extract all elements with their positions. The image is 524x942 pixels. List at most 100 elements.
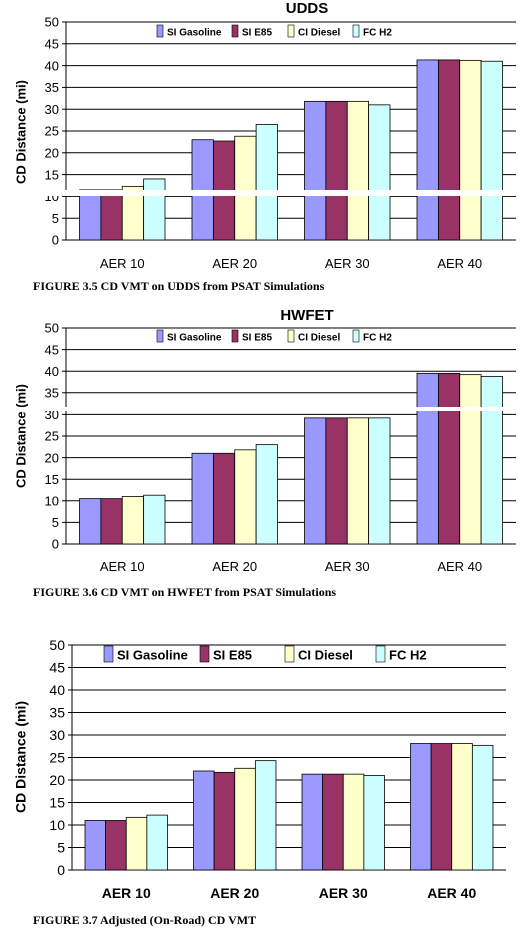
bar-fc-h2-4 xyxy=(471,744,494,871)
y-axis-label: CD Distance (mi) xyxy=(13,384,28,488)
y-tick-label: 0 xyxy=(52,537,59,552)
bar-si-gasoline-2 xyxy=(191,139,214,241)
y-tick-label: 30 xyxy=(45,102,59,117)
bar-fc-h2-4 xyxy=(480,60,503,241)
legend-swatch xyxy=(352,329,360,343)
bar-si-e85-1 xyxy=(105,820,127,871)
bar-si-gasoline-4 xyxy=(410,743,432,871)
y-tick-label: 35 xyxy=(45,385,59,400)
y-tick-label: 35 xyxy=(49,705,65,721)
bar-si-e85-4 xyxy=(437,372,461,545)
legend-label: SI E85 xyxy=(242,333,272,344)
legend-swatch xyxy=(375,645,386,663)
bar-si-e85-4 xyxy=(430,743,453,871)
y-tick-label: 15 xyxy=(49,795,65,811)
y-tick-label: 50 xyxy=(45,321,59,336)
bar-si-e85-4 xyxy=(437,59,461,241)
legend-label: SI E85 xyxy=(242,28,272,39)
x-category-label: AER 10 xyxy=(102,885,151,901)
y-tick-label: 10 xyxy=(49,817,65,833)
bar-si-gasoline-4 xyxy=(416,59,439,241)
y-tick-label: 15 xyxy=(45,472,59,487)
x-category-label: AER 20 xyxy=(210,885,259,901)
chart-title: HWFET xyxy=(280,307,333,324)
y-tick-label: 5 xyxy=(52,211,59,226)
bar-si-e85-1 xyxy=(100,498,123,545)
bar-si-gasoline-4 xyxy=(416,372,439,545)
bar-si-gasoline-3 xyxy=(301,773,324,871)
bar-si-gasoline-3 xyxy=(304,417,327,545)
legend-label: SI E85 xyxy=(213,648,252,663)
y-tick-label: 30 xyxy=(49,727,65,743)
section-divider xyxy=(0,190,524,196)
bar-si-gasoline-1 xyxy=(84,820,107,871)
bar-fc-h2-3 xyxy=(363,775,385,871)
y-tick-label: 20 xyxy=(45,145,59,160)
y-tick-label: 20 xyxy=(45,450,59,465)
legend-swatch xyxy=(231,329,239,343)
legend: SI Gasoline SI E85 CI Diesel FC H2 xyxy=(156,24,392,39)
x-category-label: AER 30 xyxy=(319,885,368,901)
y-tick-label: 40 xyxy=(49,682,65,698)
figure-caption: FIGURE 3.5 CD VMT on UDDS from PSAT Simu… xyxy=(33,279,325,293)
bar-fc-h2-2 xyxy=(254,760,277,871)
bar-si-gasoline-1 xyxy=(79,189,102,241)
y-tick-label: 25 xyxy=(45,429,59,444)
y-tick-label: 10 xyxy=(45,493,59,508)
legend-swatch xyxy=(287,329,295,343)
legend-swatch xyxy=(231,24,239,38)
figure-caption: FIGURE 3.6 CD VMT on HWFET from PSAT Sim… xyxy=(33,585,336,599)
bar-si-e85-3 xyxy=(325,417,348,545)
legend-label: CI Diesel xyxy=(298,28,340,39)
legend-label: CI Diesel xyxy=(298,333,340,344)
bar-ci-diesel-2 xyxy=(234,135,257,241)
x-category-label: AER 20 xyxy=(212,256,257,271)
x-category-label: AER 40 xyxy=(437,256,482,271)
legend-swatch xyxy=(287,24,295,38)
x-category-label: AER 40 xyxy=(427,885,476,901)
y-axis-label: CD Distance (mi) xyxy=(13,701,29,813)
y-tick-label: 45 xyxy=(45,342,59,357)
bar-si-e85-1 xyxy=(100,189,123,241)
bar-si-gasoline-1 xyxy=(79,498,102,545)
y-tick-label: 50 xyxy=(45,15,59,30)
legend-label: SI Gasoline xyxy=(117,648,188,663)
x-category-label: AER 30 xyxy=(325,256,370,271)
bar-si-e85-2 xyxy=(212,452,236,545)
section-divider xyxy=(0,407,524,411)
legend-label: CI Diesel xyxy=(298,648,353,663)
y-tick-label: 5 xyxy=(57,840,65,856)
legend-label: SI Gasoline xyxy=(167,333,222,344)
legend-swatch xyxy=(284,645,295,663)
y-tick-label: 0 xyxy=(52,233,59,248)
legend-label: FC H2 xyxy=(363,333,392,344)
bar-ci-diesel-4 xyxy=(451,743,473,871)
legend-label: FC H2 xyxy=(389,648,427,663)
bar-si-gasoline-2 xyxy=(191,452,214,545)
bar-fc-h2-1 xyxy=(143,178,166,241)
y-tick-label: 20 xyxy=(49,772,65,788)
legend: SI Gasoline SI E85 CI Diesel FC H2 xyxy=(103,645,427,663)
bar-ci-diesel-1 xyxy=(125,816,148,871)
y-tick-label: 45 xyxy=(45,36,59,51)
y-tick-label: 5 xyxy=(52,515,59,530)
legend-swatch xyxy=(199,645,210,663)
legend-swatch xyxy=(156,24,164,38)
bar-ci-diesel-4 xyxy=(459,59,482,241)
bar-fc-h2-2 xyxy=(255,124,278,241)
x-category-label: AER 30 xyxy=(325,559,370,574)
bar-chart-3: 0 5 10 15 20 25 30 35 40 45 50 CD Distance (mi) AER … xyxy=(13,637,506,927)
bar-ci-diesel-3 xyxy=(346,417,370,545)
bar-ci-diesel-3 xyxy=(346,100,370,241)
bar-si-e85-3 xyxy=(325,100,348,241)
legend-swatch xyxy=(156,329,164,343)
y-axis-label: CD Distance (mi) xyxy=(13,80,28,184)
bar-fc-h2-3 xyxy=(368,417,391,545)
figure-caption: FIGURE 3.7 Adjusted (On-Road) CD VMT xyxy=(33,913,256,927)
section-divider xyxy=(0,298,524,302)
legend-swatch xyxy=(352,24,360,38)
chart-title: UDDS xyxy=(286,0,329,17)
x-category-label: AER 10 xyxy=(100,559,145,574)
y-tick-label: 25 xyxy=(45,124,59,139)
y-tick-label: 0 xyxy=(57,862,65,878)
